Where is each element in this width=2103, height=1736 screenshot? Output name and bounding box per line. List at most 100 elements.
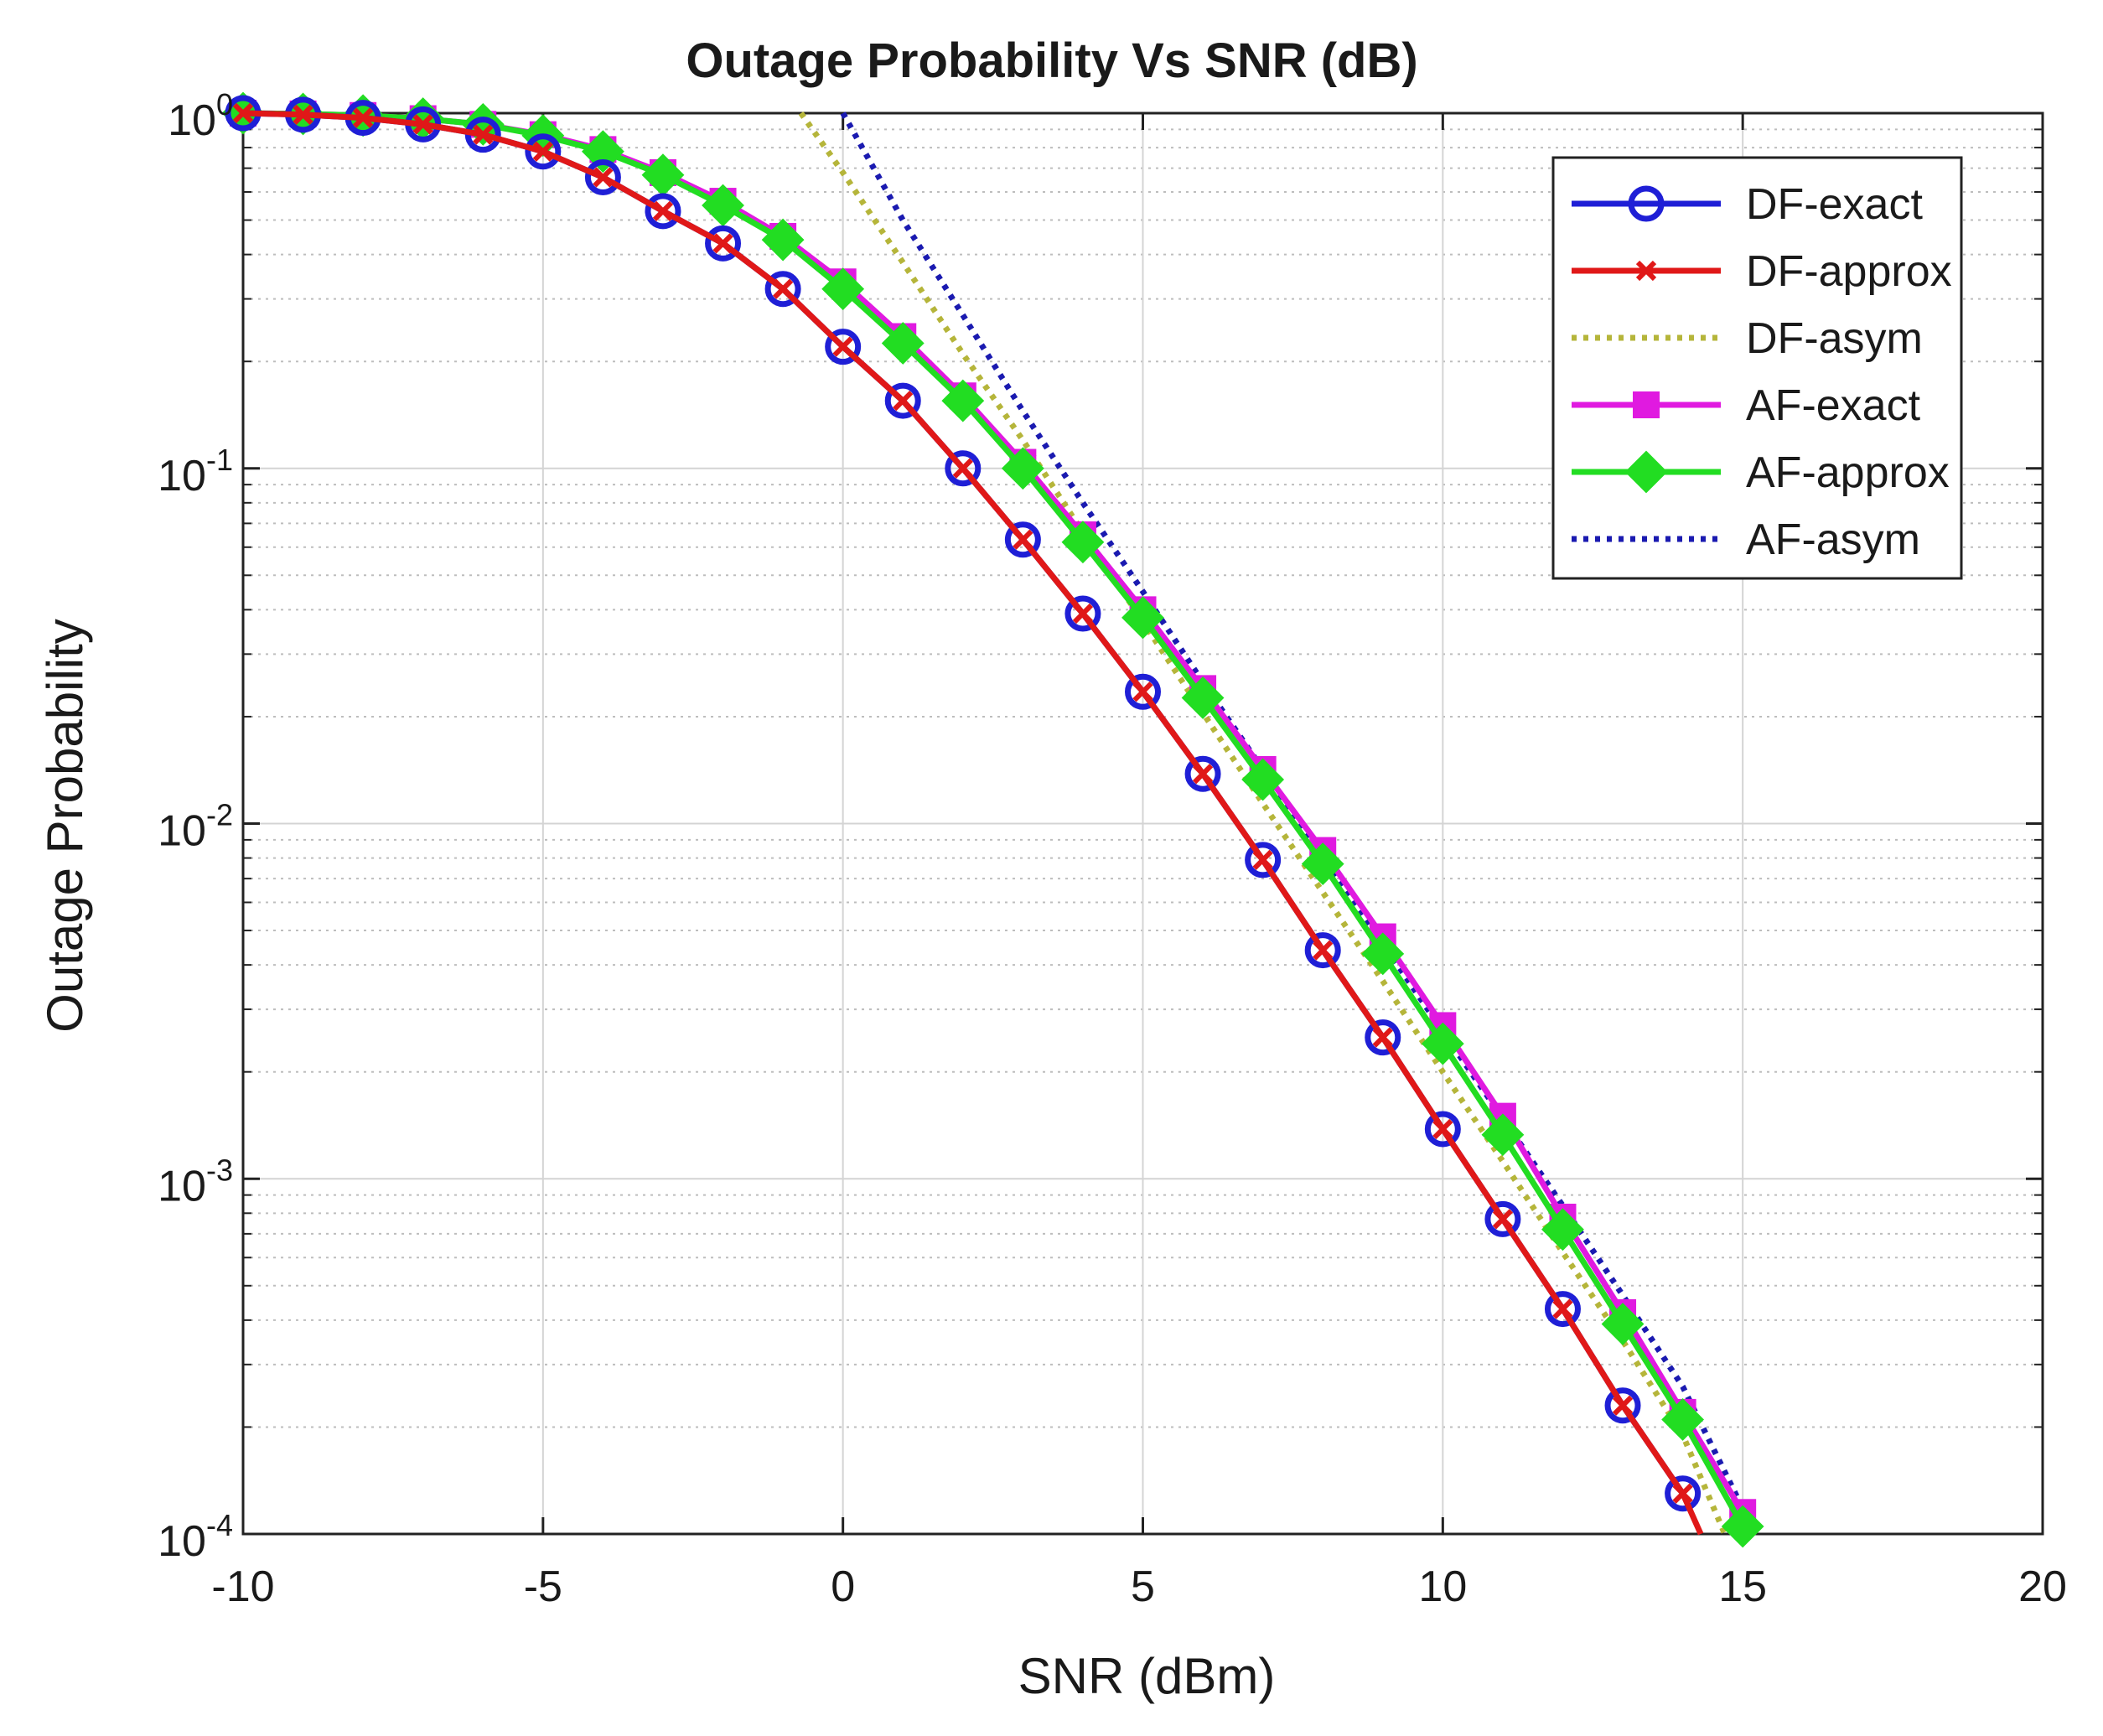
y-tick-label: 100 <box>168 87 233 145</box>
data-point-marker <box>821 267 865 311</box>
data-point-marker <box>1181 676 1225 719</box>
data-point-marker <box>1304 932 1341 969</box>
data-point-marker <box>1661 1398 1705 1441</box>
data-point-marker <box>712 233 733 254</box>
marker-stroke <box>412 114 433 135</box>
legend: DF-exact DF-approx DF-asym AF-exact AF-appro… <box>1551 156 1963 580</box>
data-point-marker <box>645 193 681 230</box>
x-tick-label: 10 <box>1418 1562 1467 1611</box>
y-axis-label: Outage Probability <box>37 619 93 1033</box>
data-point-marker <box>581 130 624 174</box>
data-point-marker <box>1721 1505 1764 1548</box>
data-point-marker <box>1541 1208 1584 1251</box>
data-point-marker <box>1432 1118 1453 1140</box>
data-point-marker <box>1633 391 1660 418</box>
marker-stroke <box>1072 603 1094 624</box>
data-point-marker <box>1245 842 1282 878</box>
marker-stroke <box>832 336 853 357</box>
data-point-marker <box>532 141 553 162</box>
marker-stroke <box>1552 1298 1573 1319</box>
marker-stroke <box>293 104 313 125</box>
data-point-marker <box>1552 1298 1573 1319</box>
data-point-marker <box>1365 1019 1401 1056</box>
data-point-marker <box>1004 521 1041 558</box>
marker-stroke <box>1132 681 1153 702</box>
data-point-marker <box>1424 1111 1461 1148</box>
data-point-marker <box>353 107 374 128</box>
marker-stroke <box>1672 1483 1693 1504</box>
marker-stroke <box>1432 1118 1453 1140</box>
data-point-marker <box>473 124 494 145</box>
marker-stroke <box>1492 1209 1514 1230</box>
data-point-marker <box>945 450 982 487</box>
data-point-marker <box>1628 185 1665 222</box>
data-point-marker <box>1241 758 1285 801</box>
data-point-marker <box>881 322 925 365</box>
data-point-marker <box>764 271 801 308</box>
data-point-marker <box>1492 1209 1514 1230</box>
plot-series <box>221 91 1764 1548</box>
data-point-marker <box>1301 842 1344 886</box>
data-point-marker <box>1484 1200 1521 1237</box>
data-point-marker <box>1601 1303 1645 1345</box>
data-point-marker <box>1612 1395 1634 1416</box>
marker-stroke <box>1372 1027 1393 1048</box>
data-point-marker <box>652 200 674 221</box>
data-point-marker <box>1313 940 1334 961</box>
legend-label: DF-asym <box>1746 314 1923 363</box>
x-tick-label: -10 <box>211 1562 274 1611</box>
legend-item-af-exact: AF-exact <box>1572 381 1921 430</box>
data-point-marker <box>705 225 742 262</box>
x-tick-label: 5 <box>1131 1562 1155 1611</box>
data-point-marker <box>584 158 621 195</box>
data-point-marker <box>1001 447 1044 490</box>
series-af-asym <box>840 111 1746 1511</box>
tick-labels: -10 -5 0 5 10 15 20 100 10-1 10-2 10-3 10-4 <box>158 87 2067 1611</box>
data-point-marker <box>1372 1027 1393 1048</box>
data-point-marker <box>952 458 973 479</box>
data-point-marker <box>884 382 921 419</box>
x-tick-label: 0 <box>831 1562 855 1611</box>
legend-item-df-approx: DF-approx <box>1572 247 1952 296</box>
data-point-marker <box>761 218 805 262</box>
data-point-marker <box>1125 673 1161 710</box>
marker-stroke <box>893 390 914 412</box>
legend-label: AF-asym <box>1746 516 1920 564</box>
marker-stroke <box>1635 260 1657 282</box>
marker-stroke <box>1013 529 1033 550</box>
data-point-marker <box>893 390 914 412</box>
x-axis-label: SNR (dBm) <box>1018 1648 1276 1704</box>
data-point-marker <box>1421 1022 1464 1065</box>
y-tick-label: 10-2 <box>158 798 233 856</box>
chart-title: Outage Probability Vs SNR (dB) <box>686 34 1417 88</box>
x-tick-label: -5 <box>524 1562 562 1611</box>
legend-item-df-exact: DF-exact <box>1572 180 1923 229</box>
data-point-marker <box>1013 529 1033 550</box>
legend-label: AF-exact <box>1746 381 1921 430</box>
x-tick-label: 20 <box>2018 1562 2067 1611</box>
y-tick-label: 10-4 <box>158 1508 233 1566</box>
data-point-marker <box>832 336 853 357</box>
marker-stroke <box>712 233 733 254</box>
data-point-marker <box>412 114 433 135</box>
marker-stroke <box>1313 940 1334 961</box>
series-line <box>840 111 1746 1511</box>
marker-stroke <box>952 458 973 479</box>
marker-stroke <box>1192 764 1214 785</box>
marker-stroke <box>232 102 254 124</box>
marker-stroke <box>1252 849 1273 871</box>
data-point-marker <box>232 102 254 124</box>
series-df-approx <box>232 102 1704 1536</box>
data-point-marker <box>1072 603 1094 624</box>
legend-label: DF-approx <box>1746 247 1952 296</box>
legend-item-af-asym: AF-asym <box>1572 516 1920 564</box>
data-point-marker <box>293 104 313 125</box>
data-point-marker <box>1121 596 1164 640</box>
legend-label: DF-exact <box>1746 180 1923 229</box>
data-point-marker <box>1361 932 1405 976</box>
y-tick-label: 10-3 <box>158 1153 233 1210</box>
series-af-approx <box>221 91 1764 1548</box>
data-point-marker <box>593 167 614 188</box>
